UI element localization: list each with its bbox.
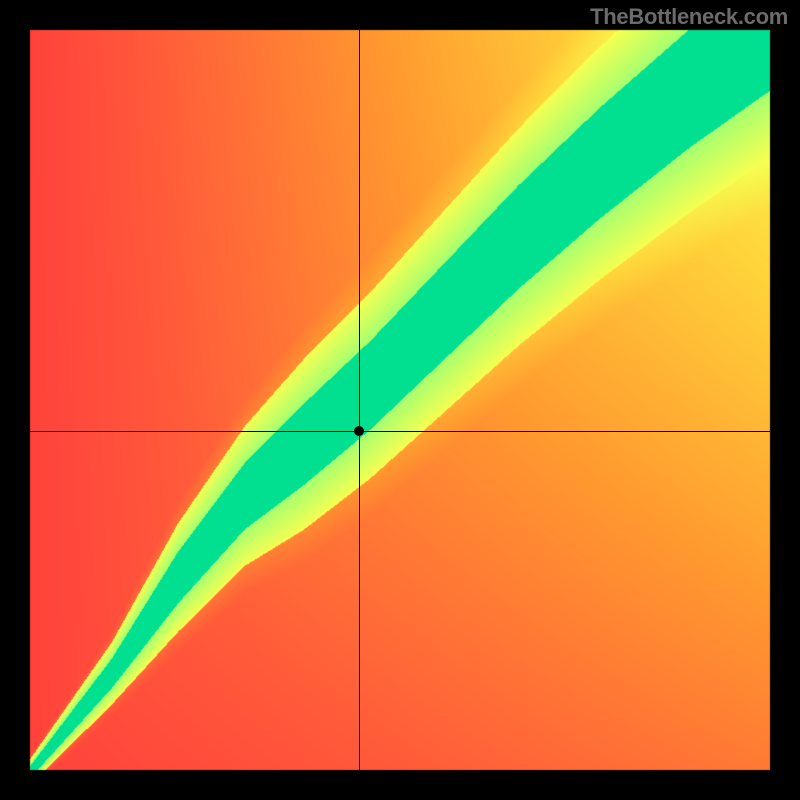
watermark-text: TheBottleneck.com xyxy=(590,4,788,30)
crosshair-horizontal xyxy=(30,431,770,432)
crosshair-vertical xyxy=(359,30,360,770)
bottleneck-heatmap xyxy=(0,0,800,800)
chart-container: TheBottleneck.com xyxy=(0,0,800,800)
marker-point xyxy=(354,426,364,436)
